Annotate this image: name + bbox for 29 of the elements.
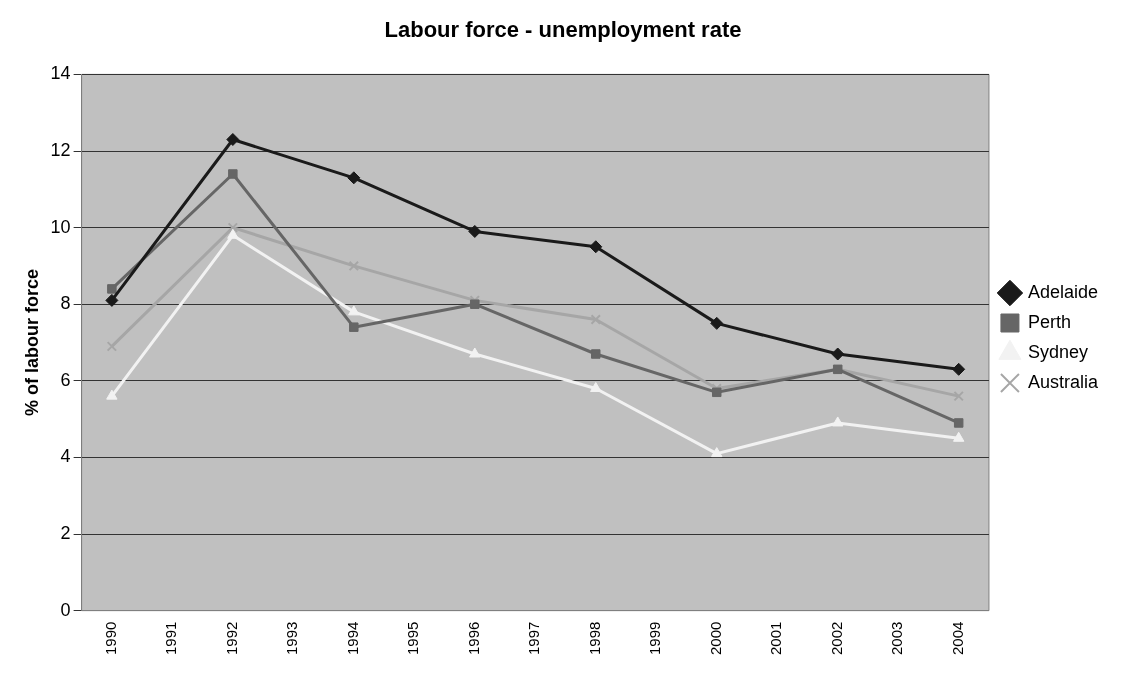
y-tick-label: 6 (60, 369, 71, 390)
x-tick-label: 2004 (948, 621, 966, 656)
legend-label: Australia (1027, 371, 1099, 392)
y-tick-label: 4 (60, 446, 71, 467)
x-tick-label: 1993 (283, 621, 301, 656)
x-tick-label: 1998 (585, 621, 603, 656)
x-tick-label: 1997 (525, 621, 543, 656)
x-tick-label: 2003 (888, 621, 906, 656)
chart-title: Labour force - unemployment rate (384, 17, 742, 43)
y-tick-label: 2 (60, 523, 71, 543)
x-tick-label: 1990 (102, 621, 120, 656)
x-tick-label: 1995 (404, 621, 422, 656)
y-tick-label: 14 (50, 63, 71, 84)
legend-label: Perth (1027, 311, 1071, 332)
x-tick-label: 1996 (464, 621, 482, 656)
legend-label: Adelaide (1027, 281, 1098, 302)
x-tick-label: 2002 (827, 621, 845, 656)
x-tick-label: 1992 (222, 621, 240, 656)
y-tick-label: 0 (60, 599, 71, 620)
legend-label: Sydney (1027, 341, 1088, 362)
y-axis-title: % of labour force (21, 269, 42, 417)
y-tick-label: 10 (50, 216, 71, 237)
x-tick-label: 2001 (767, 621, 785, 656)
y-tick-label: 8 (60, 293, 71, 314)
x-tick-label: 1999 (646, 621, 664, 656)
x-tick-label: 2000 (706, 621, 724, 656)
x-tick-label: 1994 (343, 621, 361, 656)
x-tick-label: 1991 (162, 621, 180, 656)
y-tick-label: 12 (50, 139, 71, 160)
